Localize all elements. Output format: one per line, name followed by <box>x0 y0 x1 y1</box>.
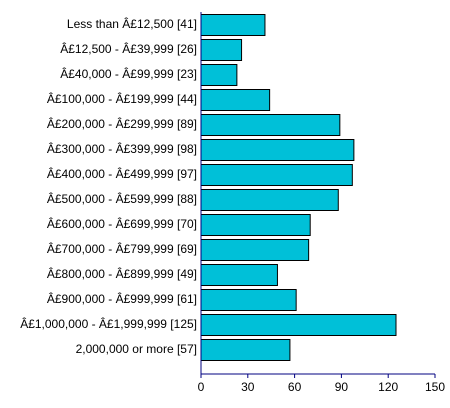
bar <box>200 164 353 186</box>
x-axis-ticks: 0 30 60 90 120 150 <box>198 374 445 394</box>
bars-group <box>200 14 397 361</box>
bar <box>200 139 355 161</box>
bar <box>200 64 238 86</box>
x-tick-label: 150 <box>425 380 445 394</box>
category-label: Â£800,000 - Â£899,999 [49] <box>47 266 197 281</box>
bar <box>200 214 311 236</box>
category-label: Less than Â£12,500 [41] <box>67 16 197 31</box>
x-tick-label: 30 <box>241 380 255 394</box>
x-tick-label: 60 <box>288 380 302 394</box>
category-label: Â£700,000 - Â£799,999 [69] <box>47 241 197 256</box>
category-label: Â£400,000 - Â£499,999 [97] <box>47 166 197 181</box>
bar <box>200 239 310 261</box>
bar <box>200 39 243 61</box>
bar <box>200 189 339 211</box>
category-label: Â£40,000 - Â£99,999 [23] <box>60 66 197 81</box>
bar <box>200 114 341 136</box>
bar <box>200 289 297 311</box>
category-label: Â£300,000 - Â£399,999 [98] <box>47 141 197 156</box>
bar <box>200 314 397 336</box>
category-label: Â£12,500 - Â£39,999 [26] <box>60 41 197 56</box>
category-label: Â£600,000 - Â£699,999 [70] <box>47 216 197 231</box>
x-tick-label: 90 <box>335 380 349 394</box>
x-tick-label: 0 <box>198 380 205 394</box>
bar <box>200 339 291 361</box>
category-label: Â£500,000 - Â£599,999 [88] <box>47 191 197 206</box>
category-label: Â£1,000,000 - Â£1,999,999 [125] <box>20 316 197 331</box>
bar <box>200 89 271 111</box>
x-tick-label: 120 <box>378 380 398 394</box>
category-label: Â£100,000 - Â£199,999 [44] <box>47 91 197 106</box>
category-label: Â£200,000 - Â£299,999 [89] <box>47 116 197 131</box>
category-labels: Less than Â£12,500 [41] Â£12,500 - Â£39,9… <box>20 16 197 356</box>
category-label: 2,000,000 or more [57] <box>76 342 197 356</box>
bar <box>200 264 278 286</box>
category-label: Â£900,000 - Â£999,999 [61] <box>47 291 197 306</box>
bar <box>200 14 266 36</box>
